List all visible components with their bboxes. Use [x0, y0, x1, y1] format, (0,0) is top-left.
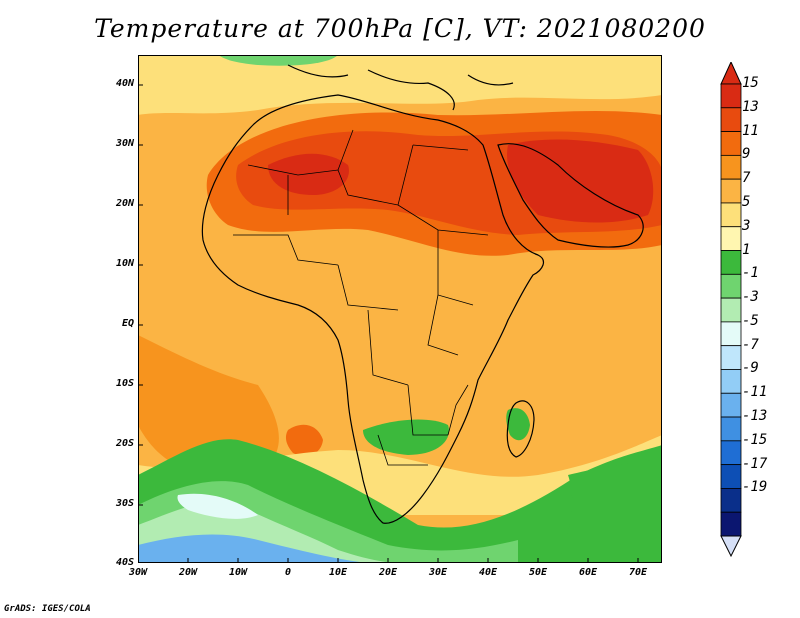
lat-label-40s: 40S: [115, 557, 134, 568]
colorbar-label: 11: [742, 122, 759, 139]
lon-label-40e: 40E: [478, 567, 498, 578]
lon-ticks: [187, 558, 639, 563]
colorbar-segment: [720, 464, 742, 489]
colorbar-segment: [720, 250, 742, 275]
lon-label-10w: 10W: [228, 567, 248, 578]
field-north-yellow: [138, 55, 662, 115]
temperature-map: [138, 55, 662, 563]
lat-label-20s: 20S: [115, 438, 134, 449]
colorbar-label: -3: [742, 289, 759, 306]
colorbar-segment: [720, 178, 742, 204]
colorbar-label: 7: [742, 170, 751, 187]
field-north-green: [218, 55, 338, 66]
field-equatorial: [138, 255, 662, 410]
map-border: [138, 55, 662, 563]
colorbar-segment: [720, 297, 742, 323]
lat-label-eq: EQ: [121, 318, 134, 329]
colorbar-label: -11: [742, 384, 768, 401]
lat-ticks: [138, 84, 143, 506]
field-sahara-hot-3: [507, 139, 654, 223]
colorbar-label: 15: [742, 75, 759, 91]
field-south-cyan: [177, 493, 258, 519]
colorbar-segment: [720, 131, 742, 156]
colorbar-label: -9: [742, 360, 759, 377]
lat-label-40n: 40N: [115, 78, 134, 89]
europe-coastline: [287, 64, 514, 111]
colorbar-label: -7: [742, 336, 759, 353]
field-kalahari-green: [363, 419, 449, 455]
colorbar-segment: [720, 369, 742, 394]
lon-label-50e: 50E: [528, 567, 548, 578]
field-south-atlantic-orange: [138, 335, 279, 470]
colorbar-segment: [720, 226, 742, 251]
colorbar-label: 1: [742, 241, 751, 258]
colorbar-label: -1: [742, 265, 759, 282]
colorbar-label: -19: [742, 479, 768, 496]
colorbar-top-arrow: [720, 62, 742, 85]
lon-label-10e: 10E: [328, 567, 348, 578]
colorbar-label: 9: [742, 146, 751, 163]
colorbar-label: -5: [742, 312, 759, 329]
lon-label-30e: 30E: [428, 567, 448, 578]
colorbar-label: -17: [742, 455, 768, 472]
lat-label-10n: 10N: [115, 258, 134, 269]
colorbar-segment: [720, 154, 742, 180]
credit-text: GrADS: IGES/COLA: [4, 604, 91, 614]
colorbar-segment: [720, 202, 742, 228]
lon-label-0: 0: [284, 567, 292, 578]
lon-label-20w: 20W: [178, 567, 198, 578]
colorbar-label: -15: [742, 431, 768, 448]
lat-label-20n: 20N: [115, 198, 134, 209]
lat-label-30s: 30S: [115, 498, 134, 509]
colorbar-segment: [720, 345, 742, 370]
field-indian-green: [558, 460, 662, 563]
country-borders: [233, 129, 489, 466]
colorbar-segment: [720, 511, 742, 537]
colorbar-segment: [720, 83, 742, 109]
colorbar-segment: [720, 392, 742, 418]
africa-coastline: [201, 94, 545, 524]
colorbar-bottom-arrow: [720, 535, 742, 558]
lon-label-60e: 60E: [578, 567, 598, 578]
colorbar-label: 5: [742, 193, 751, 210]
colorbar-segment: [720, 440, 742, 466]
field-south-atlantic-hot: [285, 424, 323, 457]
lat-label-10s: 10S: [115, 378, 134, 389]
lon-label-30w: 30W: [128, 567, 148, 578]
map-title: Temperature at 700hPa [C], VT: 202108020…: [94, 14, 706, 43]
lon-label-20e: 20E: [378, 567, 398, 578]
colorbar: [720, 62, 742, 558]
colorbar-label: 3: [742, 217, 751, 234]
colorbar-segment: [720, 273, 742, 299]
field-madagascar-green: [506, 408, 530, 441]
field-south-blue: [138, 534, 368, 563]
colorbar-segment: [720, 416, 742, 442]
colorbar-segment: [720, 321, 742, 347]
lat-label-30n: 30N: [115, 138, 134, 149]
lon-label-70e: 70E: [628, 567, 648, 578]
colorbar-label: -13: [742, 408, 768, 425]
colorbar-label: 13: [742, 98, 759, 115]
madagascar-coastline: [506, 400, 535, 458]
colorbar-segment: [720, 488, 742, 513]
arabia-coastline: [497, 143, 644, 248]
colorbar-segment: [720, 107, 742, 132]
